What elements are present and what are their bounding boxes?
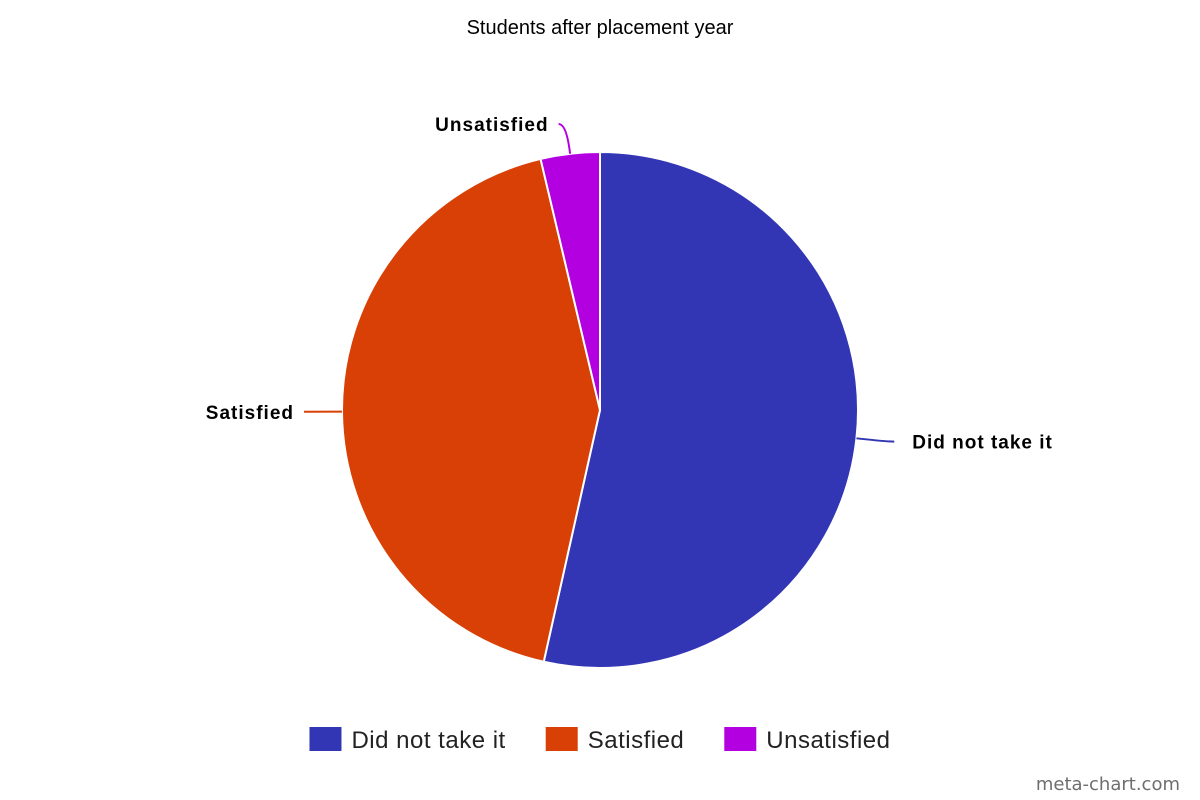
legend-label-satisfied: Satisfied [588, 727, 685, 754]
slice-label-unsatisfied: Unsatisfied [435, 115, 548, 136]
legend-label-unsatisfied: Unsatisfied [766, 727, 890, 754]
pie-slices [341, 151, 859, 669]
pie-slice-satisfied [341, 157, 601, 663]
pie-slice-labels: Did not take it Satisfied Unsatisfied [206, 115, 1053, 454]
legend-item-unsatisfied[interactable]: Unsatisfied [724, 727, 890, 754]
slice-label-satisfied: Satisfied [206, 403, 294, 424]
label-connector-did-not-take-it [856, 437, 895, 443]
legend: Did not take it Satisfied Unsatisfied [309, 727, 890, 754]
legend-swatch-unsatisfied [724, 727, 757, 751]
legend-label-did-not-take-it: Did not take it [351, 727, 505, 754]
watermark: meta-chart.com [1036, 774, 1180, 795]
label-connector-unsatisfied [558, 122, 572, 154]
legend-item-satisfied[interactable]: Satisfied [545, 727, 685, 754]
pie-slice-did-not-take-it [542, 151, 859, 669]
legend-swatch-did-not-take-it [309, 727, 342, 751]
legend-item-did-not-take-it[interactable]: Did not take it [309, 727, 505, 754]
slice-label-did-not-take-it: Did not take it [912, 433, 1053, 454]
chart-title: Students after placement year [467, 17, 734, 39]
pie-slice-unsatisfied [539, 151, 601, 411]
legend-swatch-satisfied [545, 727, 578, 751]
